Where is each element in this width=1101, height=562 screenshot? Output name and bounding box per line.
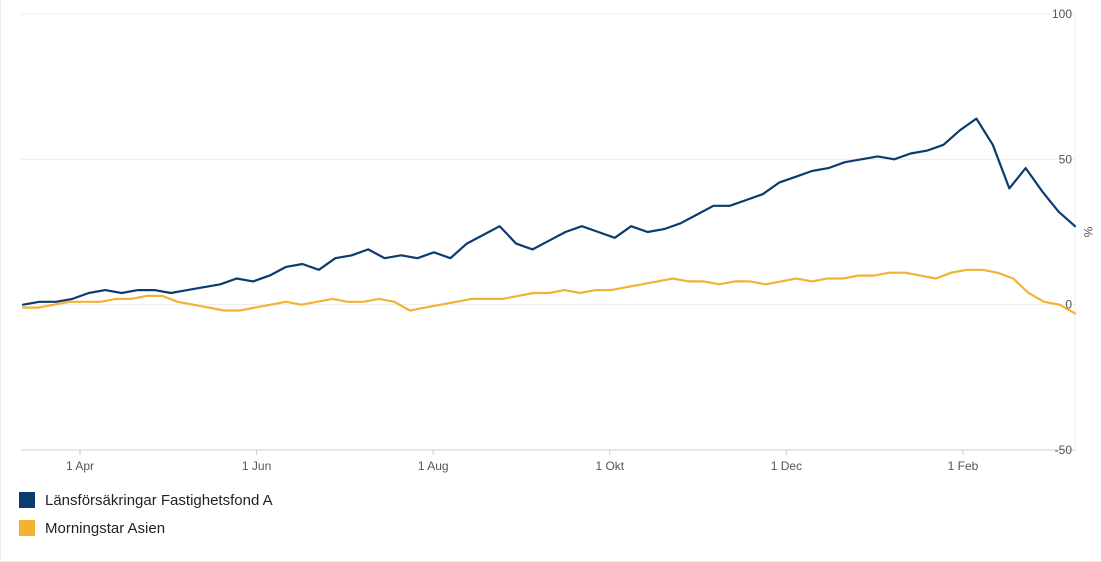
legend-item-series-1[interactable]: Länsförsäkringar Fastighetsfond A <box>19 489 273 511</box>
legend-label-series-2: Morningstar Asien <box>45 519 166 537</box>
legend-label-series-1: Länsförsäkringar Fastighetsfond A <box>45 491 273 509</box>
legend-swatch-series-2 <box>19 520 35 536</box>
y-tick-label: 0 <box>1065 298 1072 312</box>
series-line-1[interactable] <box>21 117 1077 306</box>
x-tick-label: 1 Okt <box>595 459 624 473</box>
x-tick-label: 1 Dec <box>771 459 802 473</box>
x-tick-label: 1 Jun <box>242 459 271 473</box>
y-tick-label: 50 <box>1059 152 1073 166</box>
y-axis-label: % <box>1081 227 1095 238</box>
x-tick-label: 1 Apr <box>66 459 94 473</box>
x-tick-label: 1 Feb <box>948 459 979 473</box>
chart-plot: 100 50 0 -50% 1 Apr 1 Jun 1 Aug 1 Okt 1 Dec 1 Feb <box>21 7 1095 473</box>
y-tick-label: -50 <box>1055 443 1073 457</box>
y-tick-label: 100 <box>1052 7 1072 21</box>
chart-legend: Länsförsäkringar Fastighetsfond A Mornin… <box>19 489 273 545</box>
x-tick-label: 1 Aug <box>418 459 449 473</box>
legend-swatch-series-1 <box>19 492 35 508</box>
series-line-2[interactable] <box>21 268 1077 315</box>
legend-item-series-2[interactable]: Morningstar Asien <box>19 517 273 539</box>
